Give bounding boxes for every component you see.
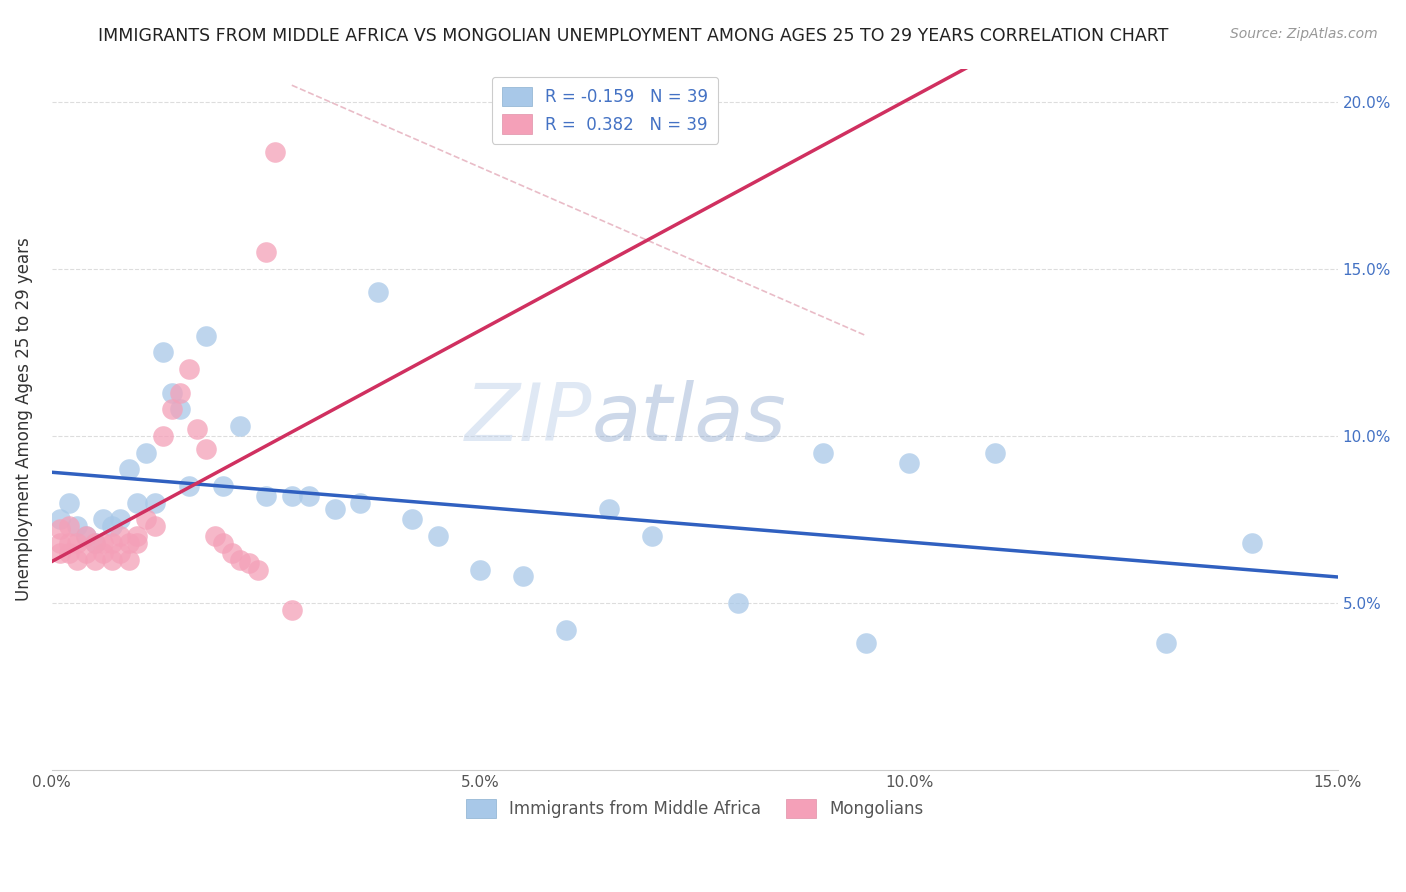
Point bbox=[160, 385, 183, 400]
Point bbox=[152, 345, 174, 359]
Y-axis label: Unemployment Among Ages 25 to 29 years: Unemployment Among Ages 25 to 29 years bbox=[15, 237, 32, 601]
Point bbox=[727, 596, 749, 610]
Point bbox=[135, 512, 157, 526]
Point bbox=[83, 536, 105, 550]
Point bbox=[83, 536, 105, 550]
Point bbox=[512, 569, 534, 583]
Point bbox=[169, 402, 191, 417]
Point bbox=[152, 429, 174, 443]
Point bbox=[641, 529, 664, 543]
Point bbox=[91, 512, 114, 526]
Point bbox=[984, 445, 1007, 459]
Point bbox=[186, 422, 208, 436]
Point bbox=[58, 546, 80, 560]
Point bbox=[281, 489, 304, 503]
Point bbox=[66, 536, 89, 550]
Point bbox=[127, 496, 149, 510]
Point bbox=[66, 552, 89, 566]
Point bbox=[204, 529, 226, 543]
Point bbox=[246, 563, 269, 577]
Text: atlas: atlas bbox=[592, 380, 786, 458]
Point bbox=[195, 328, 218, 343]
Point bbox=[229, 552, 252, 566]
Point bbox=[91, 536, 114, 550]
Point bbox=[58, 536, 80, 550]
Point bbox=[426, 529, 449, 543]
Point bbox=[1240, 536, 1263, 550]
Point bbox=[58, 519, 80, 533]
Point bbox=[813, 445, 835, 459]
Point bbox=[66, 519, 89, 533]
Point bbox=[195, 442, 218, 457]
Point bbox=[110, 546, 132, 560]
Point bbox=[254, 245, 277, 260]
Point bbox=[49, 523, 72, 537]
Point bbox=[49, 546, 72, 560]
Point bbox=[118, 536, 141, 550]
Point bbox=[229, 419, 252, 434]
Point bbox=[470, 563, 492, 577]
Point bbox=[598, 502, 620, 516]
Point bbox=[298, 489, 321, 503]
Point bbox=[110, 512, 132, 526]
Point bbox=[254, 489, 277, 503]
Point bbox=[135, 445, 157, 459]
Point bbox=[555, 623, 578, 637]
Point bbox=[100, 552, 122, 566]
Point bbox=[177, 479, 200, 493]
Point bbox=[212, 479, 235, 493]
Point bbox=[118, 552, 141, 566]
Point bbox=[401, 512, 423, 526]
Point bbox=[855, 636, 877, 650]
Point bbox=[160, 402, 183, 417]
Point bbox=[238, 556, 260, 570]
Point bbox=[75, 529, 97, 543]
Point bbox=[110, 529, 132, 543]
Point bbox=[49, 536, 72, 550]
Point bbox=[263, 145, 285, 159]
Text: ZIP: ZIP bbox=[464, 380, 592, 458]
Point bbox=[1156, 636, 1178, 650]
Point bbox=[75, 529, 97, 543]
Legend: Immigrants from Middle Africa, Mongolians: Immigrants from Middle Africa, Mongolian… bbox=[460, 792, 931, 825]
Point bbox=[75, 546, 97, 560]
Point bbox=[127, 529, 149, 543]
Point bbox=[898, 456, 921, 470]
Point bbox=[49, 512, 72, 526]
Text: Source: ZipAtlas.com: Source: ZipAtlas.com bbox=[1230, 27, 1378, 41]
Point bbox=[83, 552, 105, 566]
Point bbox=[177, 362, 200, 376]
Point bbox=[323, 502, 346, 516]
Point bbox=[91, 546, 114, 560]
Point bbox=[127, 536, 149, 550]
Text: IMMIGRANTS FROM MIDDLE AFRICA VS MONGOLIAN UNEMPLOYMENT AMONG AGES 25 TO 29 YEAR: IMMIGRANTS FROM MIDDLE AFRICA VS MONGOLI… bbox=[98, 27, 1168, 45]
Point bbox=[281, 602, 304, 616]
Point bbox=[169, 385, 191, 400]
Point bbox=[143, 519, 166, 533]
Point bbox=[100, 536, 122, 550]
Point bbox=[100, 519, 122, 533]
Point bbox=[118, 462, 141, 476]
Point bbox=[349, 496, 371, 510]
Point bbox=[143, 496, 166, 510]
Point bbox=[367, 285, 389, 300]
Point bbox=[58, 496, 80, 510]
Point bbox=[221, 546, 243, 560]
Point bbox=[212, 536, 235, 550]
